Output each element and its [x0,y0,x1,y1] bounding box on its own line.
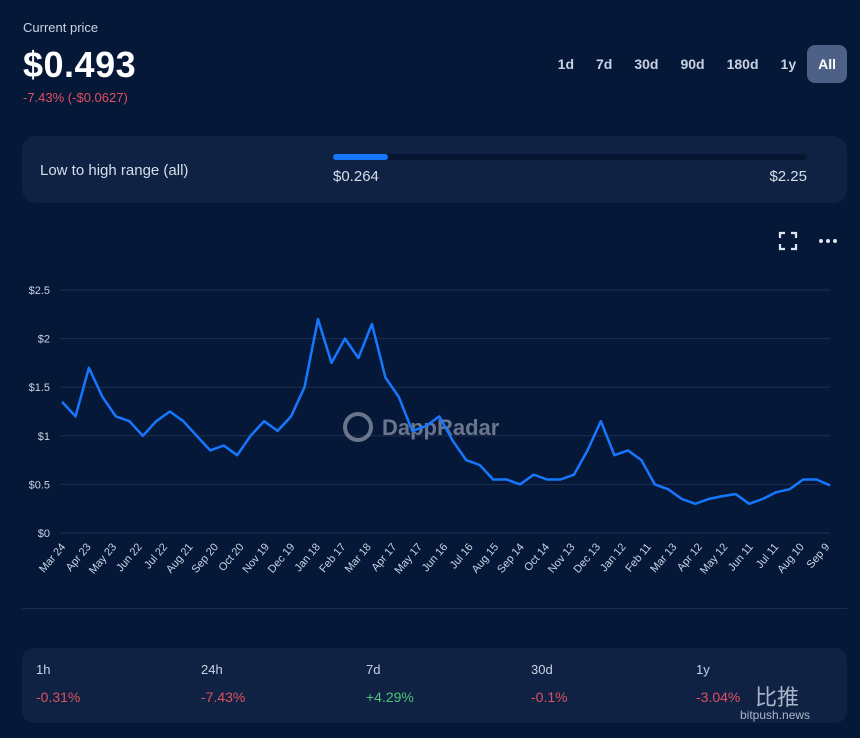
stat-value: -0.1% [531,689,568,705]
stat-label: 24h [201,662,223,677]
current-price: $0.493 [23,44,137,85]
price-line [61,317,831,506]
x-tick-label: Mar 13 [648,541,679,575]
stat-1h: 1h -0.31% [36,662,80,705]
stat-value: -3.04% [696,689,741,705]
x-tick-label: Jun 16 [420,541,450,574]
timeframe-tabs: 1d 7d 30d 90d 180d 1y All [547,45,847,83]
y-tick-label: $0.5 [29,479,50,491]
stat-24h: 24h -7.43% [201,662,245,705]
stat-1y: 1y -3.04% [696,662,740,705]
current-price-label: Current price [23,20,99,35]
stat-label: 7d [366,662,381,677]
x-tick-label: Mar 18 [343,541,374,575]
stat-label: 30d [531,662,553,677]
x-tick-label: May 17 [392,541,424,576]
range-track [333,154,807,160]
y-tick-label: $1 [38,431,50,443]
x-tick-label: Jun 11 [726,541,756,573]
x-tick-label: Aug 10 [775,541,807,575]
fullscreen-icon[interactable] [778,231,798,251]
y-tick-label: $0 [38,528,50,540]
range-high: $2.25 [769,168,807,185]
range-low: $0.264 [333,168,379,185]
x-tick-label: Nov 19 [240,541,272,575]
range-label: Low to high range (all) [40,162,189,179]
tab-7d[interactable]: 7d [596,56,613,72]
x-tick-label: May 23 [87,541,119,576]
stat-label: 1y [696,662,710,677]
stat-value: -7.43% [201,689,246,705]
watermark-logo [343,412,373,442]
credit-site: bitpush.news [740,708,811,722]
stat-label: 1h [36,662,51,677]
x-tick-label: Feb 17 [317,541,348,575]
stat-30d: 30d -0.1% [531,662,568,705]
x-tick-label: Aug 15 [470,541,502,575]
divider [22,608,847,609]
credit-cn: 比推 [755,685,800,710]
y-tick-label: $2 [38,334,50,346]
x-tick-label: Jan 12 [598,541,628,574]
tab-1y[interactable]: 1y [780,56,797,72]
tab-1d[interactable]: 1d [557,56,575,72]
x-tick-label: Mar 24 [37,541,68,575]
x-tick-label: Dec 13 [571,541,603,575]
x-tick-label: Sep 14 [495,541,527,575]
range-fill [333,154,388,160]
tab-90d[interactable]: 90d [680,56,705,72]
x-tick-label: Sep 9 [805,541,833,571]
x-tick-label: May 12 [698,541,730,576]
x-tick-label: Aug 21 [164,541,196,575]
x-tick-label: Sep 20 [189,541,221,575]
x-tick-label: Jun 22 [114,541,144,574]
y-tick-label: $2.5 [29,285,50,297]
stat-value: +4.29% [366,689,414,705]
more-horizontal-icon[interactable] [818,231,838,251]
x-tick-label: Nov 13 [546,541,578,575]
tab-all[interactable]: All [807,45,847,83]
x-tick-label: Dec 19 [266,541,298,575]
stat-7d: 7d +4.29% [366,662,414,705]
stats-panel: 1h -0.31% 24h -7.43% 7d +4.29% 30d -0.1% 1y -3.04… [22,648,847,723]
tab-180d[interactable]: 180d [726,56,759,72]
y-tick-label: $1.5 [29,382,50,394]
price-change: -7.43% (-$0.0627) [23,90,128,105]
tab-30d[interactable]: 30d [634,56,659,72]
stat-value: -0.31% [36,689,81,705]
range-panel: Low to high range (all) $0.264 $2.25 [22,136,847,203]
